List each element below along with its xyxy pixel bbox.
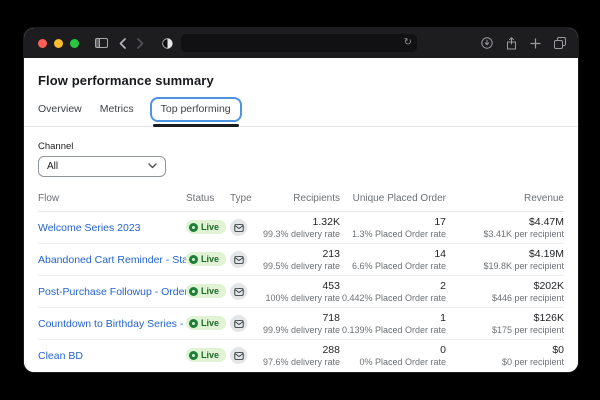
status-badge: Live [186,220,227,234]
orders-subtext: 0.442% Placed Order rate [341,293,446,303]
zoom-window-button[interactable] [70,38,79,48]
orders-subtext: 1.3% Placed Order rate [351,229,446,239]
live-dot-icon [189,350,198,360]
downloads-icon[interactable] [481,37,493,49]
minimize-window-button[interactable] [54,38,63,48]
revenue-subtext: $3.41K per recipient [483,229,564,239]
orders-subtext: 0% Placed Order rate [359,357,446,367]
orders-value: 0 [440,344,446,356]
orders-value: 14 [434,248,446,260]
channel-select-value: All [47,161,59,172]
recipients-value: 213 [322,248,340,260]
flow-link[interactable]: Post-Purchase Followup - Order Cou... [38,285,186,298]
email-type-icon [230,347,247,364]
status-badge-label: Live [201,286,220,296]
status-badge: Live [186,316,227,330]
email-type-icon [230,283,247,300]
tab-bar: Overview Metrics Top performing [24,95,578,127]
shield-icon[interactable] [162,37,173,49]
status-badge-label: Live [201,254,220,264]
column-header-type: Type [230,193,252,204]
email-type-icon [230,219,247,236]
channel-filter-label: Channel [38,141,74,152]
flow-link[interactable]: Clean BD [38,349,83,362]
status-badge-label: Live [201,318,220,328]
chevron-down-icon [148,161,157,172]
back-icon[interactable] [119,37,126,49]
email-type-icon [230,251,247,268]
browser-window: ↻ Flow performance summary Overview Metr… [24,28,578,372]
channel-select[interactable]: All [38,156,166,177]
recipients-subtext: 99.3% delivery rate [262,229,340,239]
status-badge-label: Live [201,222,220,232]
page-title: Flow performance summary [38,73,214,88]
tab-overview[interactable]: Overview [38,103,82,115]
orders-subtext: 0.139% Placed Order rate [341,325,446,335]
table-row[interactable]: Post-Purchase Followup - Order Cou... Li… [38,276,564,308]
status-badge: Live [186,252,227,266]
orders-subtext: 6.6% Placed Order rate [351,261,446,271]
revenue-value: $4.19M [528,248,564,260]
table-body: Welcome Series 2023 Live [38,212,564,371]
revenue-subtext: $175 per recipient [491,325,564,335]
status-badge: Live [186,284,227,298]
live-dot-icon [189,222,198,232]
column-header-revenue: Revenue [523,193,564,204]
tab-metrics[interactable]: Metrics [99,103,134,115]
revenue-value: $126K [533,312,564,324]
reload-icon[interactable]: ↻ [403,37,412,48]
recipients-value: 288 [322,344,340,356]
flow-link[interactable]: Countdown to Birthday Series - Final... [38,317,186,330]
live-dot-icon [189,254,198,264]
flow-link[interactable]: Abandoned Cart Reminder - Standard [38,253,186,266]
recipients-subtext: 99.9% delivery rate [262,325,340,335]
table-header: Flow Status Type Recipients Unique Place… [38,193,564,212]
revenue-value: $4.47M [528,216,564,228]
page-content: Flow performance summary Overview Metric… [24,58,578,372]
address-bar[interactable]: ↻ [181,34,417,52]
recipients-value: 718 [322,312,340,324]
recipients-subtext: 100% delivery rate [265,293,340,303]
email-type-icon [230,315,247,332]
new-tab-icon[interactable] [530,37,541,49]
status-badge: Live [186,348,227,362]
browser-chrome: ↻ [24,28,578,58]
revenue-subtext: $0 per recipient [501,357,564,367]
table-row[interactable]: Clean BD Live [38,340,564,371]
table-row[interactable]: Countdown to Birthday Series - Final... … [38,308,564,340]
forward-icon[interactable] [137,37,144,49]
flow-link[interactable]: Welcome Series 2023 [38,221,141,234]
recipients-subtext: 99.5% delivery rate [262,261,340,271]
column-header-recipients: Recipients [293,193,340,204]
table-row[interactable]: Abandoned Cart Reminder - Standard Live [38,244,564,276]
sidebar-icon[interactable] [95,38,108,48]
orders-value: 1 [440,312,446,324]
revenue-value: $0 [552,344,564,356]
table-row[interactable]: Welcome Series 2023 Live [38,212,564,244]
revenue-subtext: $19.8K per recipient [483,261,564,271]
revenue-value: $202K [533,280,564,292]
column-header-flow: Flow [38,193,60,204]
tab-overview-icon[interactable] [554,37,566,49]
revenue-subtext: $446 per recipient [491,293,564,303]
live-dot-icon [189,318,198,328]
orders-value: 17 [434,216,446,228]
orders-value: 2 [440,280,446,292]
flows-table: Flow Status Type Recipients Unique Place… [38,193,564,371]
live-dot-icon [189,286,198,296]
recipients-value: 453 [322,280,340,292]
recipients-subtext: 97.6% delivery rate [262,357,340,367]
close-window-button[interactable] [38,38,47,48]
column-header-status: Status [186,193,215,204]
tab-top-performing[interactable]: Top performing [149,97,242,127]
channel-filter: Channel All [38,141,564,177]
status-badge-label: Live [201,350,220,360]
recipients-value: 1.32K [312,216,340,228]
share-icon[interactable] [506,36,517,50]
column-header-unique-placed-order: Unique Placed Order [352,193,446,204]
traffic-lights [38,38,79,48]
